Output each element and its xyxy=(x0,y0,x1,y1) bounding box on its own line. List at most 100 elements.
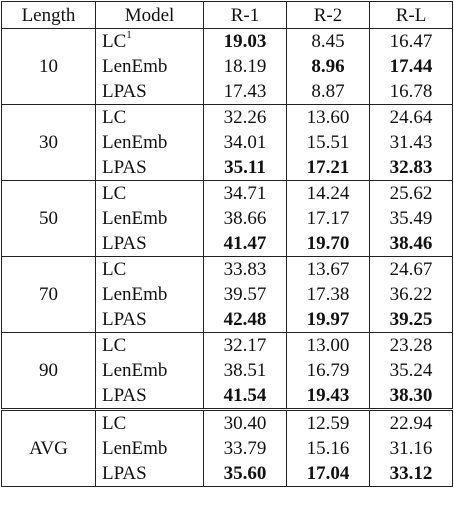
model-cell: LC xyxy=(95,104,204,130)
score-rl-cell: 23.28 xyxy=(369,332,453,358)
score-r1-cell: 33.79 xyxy=(203,436,287,461)
header-length: Length xyxy=(1,1,96,29)
score-rl-cell: 16.78 xyxy=(369,79,453,105)
length-cell: 70 xyxy=(1,256,96,333)
score-r2-cell: 15.51 xyxy=(286,130,370,155)
score-rl-cell: 35.24 xyxy=(369,358,453,383)
score-r1-cell: 42.48 xyxy=(203,307,287,333)
model-cell: LPAS xyxy=(95,79,204,105)
score-r2-cell: 17.17 xyxy=(286,206,370,231)
results-table: Length Model R-1 R-2 R-L 10 LC1 19.03 8.45 1… xyxy=(1,1,453,487)
table-row: AVG LC 30.40 12.59 22.94 xyxy=(1,408,453,487)
model-name: LC xyxy=(102,413,127,434)
header-rl: R-L xyxy=(369,1,453,29)
score-r1-cell: 17.43 xyxy=(203,79,287,105)
length-group: 30 LC 32.26 13.60 24.64 LenEmb 34.01 15.51 31.43… xyxy=(1,104,453,181)
model-name: LenEmb xyxy=(102,438,168,459)
model-cell: LenEmb xyxy=(95,358,204,383)
score-r2-cell: 13.00 xyxy=(286,332,370,358)
model-name: LPAS xyxy=(102,385,147,406)
table-row: LenEmb 38.66 17.17 35.49 xyxy=(2,206,453,231)
score-rl-cell: 31.16 xyxy=(369,436,453,461)
score-r1-cell: 35.11 xyxy=(203,155,287,181)
table-row: LPAS 35.60 17.04 33.12 xyxy=(2,461,453,487)
score-r2-cell: 15.16 xyxy=(286,436,370,461)
model-cell: LenEmb xyxy=(95,282,204,307)
model-name: LPAS xyxy=(102,81,147,102)
model-cell: LenEmb xyxy=(95,54,204,79)
score-r1-cell: 19.03 xyxy=(203,28,287,54)
model-name: LC xyxy=(102,259,127,280)
score-r2-cell: 8.87 xyxy=(286,79,370,105)
header-r1: R-1 xyxy=(203,1,287,29)
score-r2-cell: 17.38 xyxy=(286,282,370,307)
score-r1-cell: 34.01 xyxy=(203,130,287,155)
header-model: Model xyxy=(95,1,204,29)
score-r1-cell: 33.83 xyxy=(203,256,287,282)
score-rl-cell: 36.22 xyxy=(369,282,453,307)
model-cell: LC xyxy=(95,408,204,436)
length-cell: 30 xyxy=(1,104,96,181)
score-r1-cell: 38.51 xyxy=(203,358,287,383)
score-r1-cell: 41.54 xyxy=(203,383,287,410)
table-row: LPAS 41.47 19.70 38.46 xyxy=(2,231,453,257)
score-r2-cell: 19.70 xyxy=(286,231,370,257)
score-rl-cell: 16.47 xyxy=(369,28,453,54)
length-cell: 90 xyxy=(1,332,96,410)
model-name: LenEmb xyxy=(102,284,168,305)
model-name: LenEmb xyxy=(102,360,168,381)
score-r1-cell: 34.71 xyxy=(203,180,287,206)
score-rl-cell: 32.83 xyxy=(369,155,453,181)
model-name: LC xyxy=(102,183,127,204)
score-r1-cell: 35.60 xyxy=(203,461,287,487)
score-rl-cell: 17.44 xyxy=(369,54,453,79)
score-r2-cell: 12.59 xyxy=(286,408,370,436)
model-name: LenEmb xyxy=(102,208,168,229)
length-cell: 10 xyxy=(1,28,96,105)
model-name: LC xyxy=(102,335,127,356)
table-row: LenEmb 38.51 16.79 35.24 xyxy=(2,358,453,383)
table-row: 90 LC 32.17 13.00 23.28 xyxy=(1,332,453,410)
model-cell: LenEmb xyxy=(95,130,204,155)
length-cell: 50 xyxy=(1,180,96,257)
score-r2-cell: 19.97 xyxy=(286,307,370,333)
length-group: 50 LC 34.71 14.24 25.62 LenEmb 38.66 17.17 35.49… xyxy=(1,180,453,257)
model-cell: LenEmb xyxy=(95,206,204,231)
table-row: LenEmb 33.79 15.16 31.16 xyxy=(2,436,453,461)
score-rl-cell: 24.64 xyxy=(369,104,453,130)
model-cell: LPAS xyxy=(95,383,204,410)
score-r2-cell: 17.04 xyxy=(286,461,370,487)
score-r2-cell: 8.96 xyxy=(286,54,370,79)
model-name: LPAS xyxy=(102,157,147,178)
model-name: LenEmb xyxy=(102,56,168,77)
table-row: 10 LC1 19.03 8.45 16.47 xyxy=(1,28,453,105)
table-row: LenEmb 34.01 15.51 31.43 xyxy=(2,130,453,155)
footnote-marker: 1 xyxy=(126,29,132,41)
score-rl-cell: 22.94 xyxy=(369,408,453,436)
header-row: Length Model R-1 R-2 R-L xyxy=(1,1,453,29)
model-name: LC xyxy=(102,31,127,52)
score-rl-cell: 38.30 xyxy=(369,383,453,410)
table-row: LPAS 35.11 17.21 32.83 xyxy=(2,155,453,181)
model-cell: LPAS xyxy=(95,231,204,257)
score-r2-cell: 19.43 xyxy=(286,383,370,410)
model-cell: LPAS xyxy=(95,461,204,487)
score-rl-cell: 38.46 xyxy=(369,231,453,257)
score-r2-cell: 13.67 xyxy=(286,256,370,282)
score-r1-cell: 39.57 xyxy=(203,282,287,307)
score-rl-cell: 31.43 xyxy=(369,130,453,155)
model-cell: LC xyxy=(95,256,204,282)
model-cell: LenEmb xyxy=(95,436,204,461)
table-row: LenEmb 18.19 8.96 17.44 xyxy=(2,54,453,79)
model-cell: LC xyxy=(95,332,204,358)
score-r1-cell: 32.17 xyxy=(203,332,287,358)
model-name: LC xyxy=(102,107,127,128)
model-name: LPAS xyxy=(102,233,147,254)
score-r2-cell: 8.45 xyxy=(286,28,370,54)
score-r1-cell: 30.40 xyxy=(203,408,287,436)
score-rl-cell: 35.49 xyxy=(369,206,453,231)
model-name: LenEmb xyxy=(102,132,168,153)
length-group: 70 LC 33.83 13.67 24.67 LenEmb 39.57 17.38 36.22… xyxy=(1,256,453,333)
table-row: 70 LC 33.83 13.67 24.67 xyxy=(1,256,453,333)
score-r1-cell: 38.66 xyxy=(203,206,287,231)
